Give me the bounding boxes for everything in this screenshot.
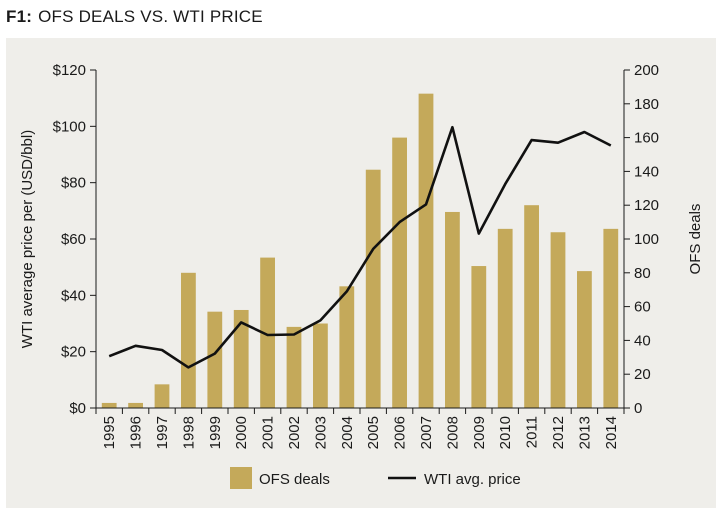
figure-id: F1: — [6, 7, 33, 26]
x-tick-label: 2007 — [418, 416, 435, 449]
bar-2010 — [497, 228, 513, 408]
bar-2004 — [339, 286, 355, 408]
x-tick-label: 2008 — [444, 416, 461, 449]
y-left-axis-title: WTI average price per (USD/bbl) — [19, 130, 36, 348]
chart-title-bar: F1: OFS DEALS VS. WTI PRICE — [6, 6, 263, 28]
x-tick-label: 2003 — [312, 416, 329, 449]
y-right-tick-label: 100 — [634, 231, 659, 248]
x-tick-label: 2011 — [524, 416, 541, 448]
y-left-tick-label: $80 — [61, 175, 86, 192]
x-tick-label: 1997 — [154, 416, 171, 449]
x-tick-label: 2009 — [471, 416, 488, 449]
y-right-axis-title: OFS deals — [687, 204, 704, 275]
y-right-tick-label: 60 — [634, 299, 651, 316]
legend-swatch-ofs-deals — [230, 467, 252, 489]
bar-1996 — [128, 402, 143, 408]
y-right-tick-label: 80 — [634, 265, 651, 282]
y-left-tick-label: $0 — [69, 400, 86, 417]
x-tick-label: 2010 — [497, 416, 514, 449]
y-left-tick-label: $60 — [61, 231, 86, 248]
x-tick-label: 1995 — [101, 416, 118, 449]
bar-2006 — [392, 137, 407, 408]
bar-2014 — [603, 228, 619, 408]
bar-1997 — [154, 384, 170, 408]
y-right-tick-label: 180 — [634, 96, 659, 113]
bar-1999 — [207, 311, 223, 408]
x-tick-label: 2013 — [576, 416, 593, 449]
bar-2013 — [577, 271, 592, 408]
chart-title: OFS DEALS VS. WTI PRICE — [38, 7, 263, 26]
y-right-tick-label: 120 — [634, 197, 659, 214]
chart-panel: $0 $20 $40 $60 $80 $100 $120 0 20 40 60 80 100 120 140… — [6, 38, 716, 508]
x-tick-label: 1999 — [207, 416, 224, 449]
bar-2011 — [524, 205, 539, 408]
bar-2007 — [418, 93, 434, 408]
bar-2008 — [445, 211, 460, 408]
bar-2001 — [260, 257, 275, 408]
bar-2002 — [286, 326, 302, 408]
x-tick-label: 1996 — [128, 416, 145, 449]
y-right-tick-label: 0 — [634, 400, 642, 417]
y-right-tick-label: 40 — [634, 332, 651, 349]
bar-2012 — [550, 232, 566, 408]
x-tick-label: 2005 — [365, 416, 382, 449]
x-tick-label: 2001 — [260, 416, 277, 449]
x-tick-label: 1998 — [180, 416, 197, 449]
y-left-tick-label: $100 — [53, 118, 86, 135]
x-tick-label: 2012 — [550, 416, 567, 449]
bar-2003 — [313, 323, 328, 408]
y-right-tick-label: 160 — [634, 130, 659, 147]
x-tick-label: 2004 — [339, 416, 356, 449]
legend-label-ofs-deals: OFS deals — [259, 471, 330, 488]
y-right-tick-label: 20 — [634, 366, 651, 383]
bar-1998 — [181, 272, 196, 408]
y-left-tick-label: $40 — [61, 287, 86, 304]
bar-2000 — [233, 309, 249, 408]
bar-2005 — [365, 169, 381, 408]
y-left-tick-label: $120 — [53, 62, 86, 79]
x-tick-label: 2006 — [392, 416, 409, 449]
wti-price-line — [108, 125, 612, 369]
x-tick-label: 2002 — [286, 416, 303, 449]
x-tick-label: 2000 — [233, 416, 250, 449]
bar-1995 — [101, 402, 117, 408]
chart-svg: $0 $20 $40 $60 $80 $100 $120 0 20 40 60 80 100 120 140… — [19, 62, 704, 489]
y-left-tick-label: $20 — [61, 344, 86, 361]
x-tick-label: 2014 — [603, 416, 620, 449]
y-right-tick-label: 200 — [634, 62, 659, 79]
y-right-tick-label: 140 — [634, 163, 659, 180]
bar-2009 — [471, 266, 487, 408]
legend-label-wti: WTI avg. price — [424, 471, 521, 488]
